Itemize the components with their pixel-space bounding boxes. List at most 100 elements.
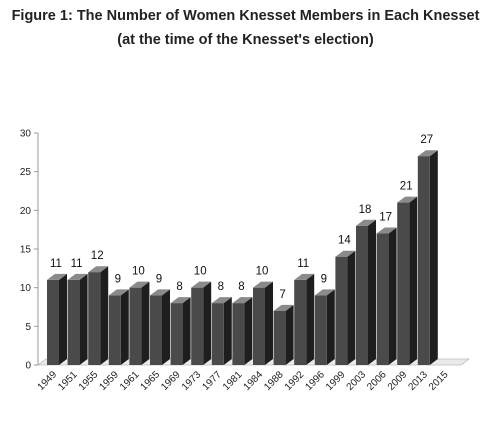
bar-side — [141, 281, 150, 365]
data-label: 10 — [256, 266, 269, 278]
bar — [273, 304, 294, 365]
bar-front — [67, 279, 80, 365]
y-tick-label: 5 — [25, 322, 31, 333]
y-tick-label: 15 — [20, 245, 32, 256]
data-label: 11 — [50, 258, 62, 270]
x-tick-label: 1992 — [283, 369, 307, 393]
x-tick-label: 1981 — [221, 369, 245, 393]
data-label: 9 — [156, 273, 162, 285]
bar-top — [129, 281, 150, 288]
bar — [211, 297, 232, 365]
data-labels: 11 11 12 9 10 9 8 10 8 8 10 7 11 9 14 18 17 21 27 — [50, 134, 433, 301]
x-tick-label: 1965 — [139, 369, 163, 393]
bar-side — [162, 289, 170, 365]
bar-side — [79, 273, 88, 365]
bar — [314, 289, 335, 365]
y-tick-label: 10 — [20, 283, 32, 294]
x-tick-label: 1969 — [159, 369, 183, 393]
bar-side — [100, 266, 109, 365]
bar-top — [170, 297, 191, 304]
bar-top — [273, 304, 294, 311]
bar-side — [120, 289, 129, 365]
bar-front — [253, 287, 265, 365]
bar — [108, 289, 129, 365]
bar-front — [314, 295, 327, 365]
x-tick-label: 2006 — [365, 369, 389, 393]
bar-front — [211, 303, 224, 365]
bar-front — [88, 272, 101, 365]
bar-top — [191, 281, 212, 288]
bar-front — [417, 156, 430, 365]
data-label: 14 — [338, 235, 351, 247]
bar — [232, 297, 253, 365]
x-tick-label: 1959 — [97, 369, 121, 393]
y-tick-label: 20 — [20, 206, 32, 217]
bar-top — [314, 289, 335, 296]
x-tick-label: 1988 — [262, 369, 286, 393]
bar-front — [232, 303, 245, 365]
x-tick-label: 2003 — [345, 369, 369, 393]
bar — [150, 289, 170, 365]
bar-front — [150, 295, 162, 365]
bars — [47, 150, 438, 365]
bar-front — [170, 303, 183, 365]
bar — [376, 227, 397, 365]
chart-subtitle: (at the time of the Knesset's election) — [117, 32, 374, 48]
bar — [88, 266, 109, 365]
x-tick-label: 2013 — [406, 369, 430, 393]
data-label: 10 — [132, 266, 145, 278]
bar-side — [182, 297, 191, 365]
bar-side — [265, 281, 273, 365]
chart-title: Figure 1: The Number of Women Knesset Me… — [11, 8, 480, 24]
x-tick-label: 2009 — [386, 369, 410, 393]
bar — [253, 281, 273, 365]
bar — [335, 250, 356, 365]
bar-top — [150, 289, 170, 296]
bar-side — [244, 297, 253, 365]
bar-top — [376, 227, 397, 234]
x-tick-label: 1961 — [118, 369, 142, 393]
x-tick-label: 1951 — [56, 369, 80, 393]
data-label: 18 — [359, 204, 372, 216]
bar-side — [59, 273, 67, 365]
bar — [191, 281, 212, 365]
bar — [47, 273, 67, 365]
x-tick-label: 2015 — [427, 369, 451, 393]
y-axis: 0 5 10 15 20 25 30 — [20, 129, 39, 372]
data-label: 21 — [400, 181, 413, 193]
bar-front — [356, 225, 368, 365]
bar — [356, 219, 376, 365]
bar-front — [335, 256, 348, 365]
bar-side — [203, 281, 212, 365]
bar-side — [306, 273, 315, 365]
bar-side — [409, 196, 418, 365]
data-label: 8 — [176, 281, 182, 293]
x-tick-label: 1999 — [324, 369, 348, 393]
bar — [67, 273, 88, 365]
bar-top — [253, 281, 273, 288]
bar-top — [356, 219, 376, 226]
bar — [417, 150, 438, 365]
bar-front — [191, 287, 204, 365]
data-label: 9 — [115, 273, 121, 285]
bar-top — [397, 196, 418, 203]
y-tick-label: 30 — [20, 129, 32, 140]
bar-front — [376, 233, 389, 365]
bar-front — [129, 287, 142, 365]
bar-side — [285, 304, 294, 365]
bar-side — [388, 227, 397, 365]
data-label: 9 — [321, 273, 327, 285]
bar-top — [232, 297, 253, 304]
x-tick-label: 1955 — [77, 369, 101, 393]
data-label: 17 — [379, 212, 392, 224]
bar-top — [88, 266, 109, 273]
x-tick-label: 1996 — [303, 369, 327, 393]
bar-front — [108, 295, 121, 365]
bar-front — [47, 279, 59, 365]
data-label: 10 — [194, 266, 207, 278]
data-label: 27 — [420, 134, 433, 146]
data-label: 8 — [238, 281, 244, 293]
bar-front — [397, 202, 410, 365]
bar-front — [294, 279, 307, 365]
bar — [170, 297, 191, 365]
